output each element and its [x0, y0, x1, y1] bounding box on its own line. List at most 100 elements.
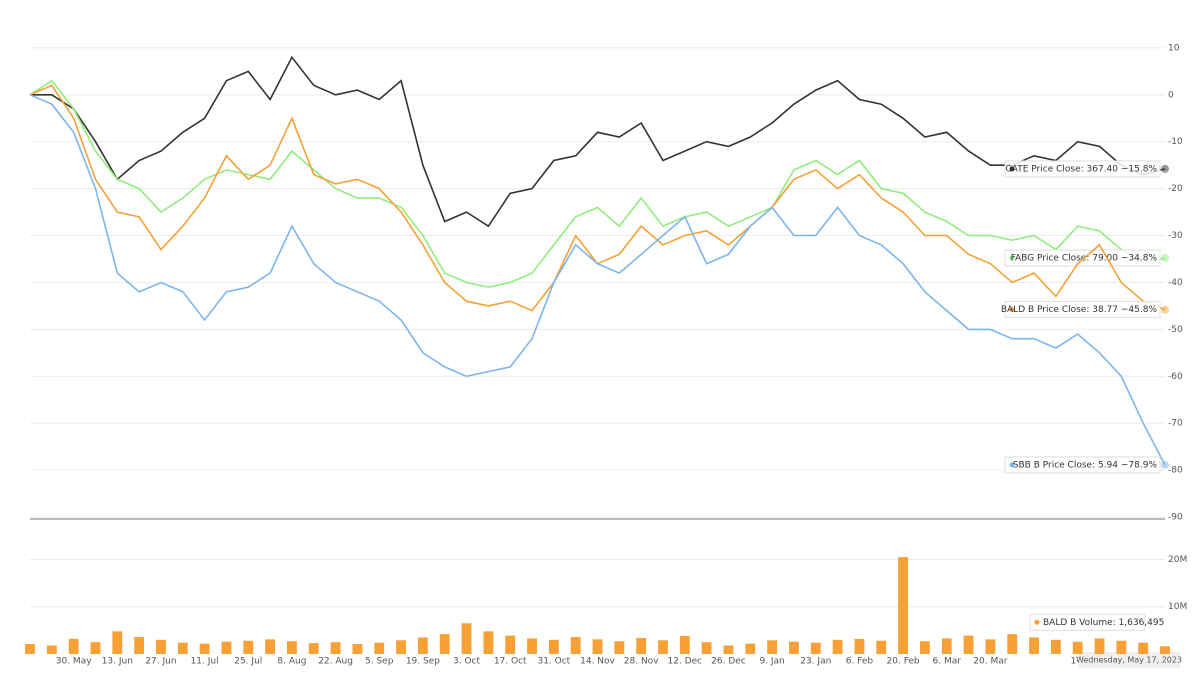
volume-bar — [90, 642, 101, 654]
x-tick-label: 20. Feb — [887, 657, 920, 667]
volume-bar — [199, 643, 210, 654]
tooltip-box — [1004, 160, 1161, 178]
y-tick-label: -40 — [1168, 278, 1183, 288]
volume-bar — [570, 636, 581, 654]
volume-bar — [963, 635, 974, 654]
x-tick-label: 11. Jul — [191, 657, 219, 667]
y-tick-label: -70 — [1168, 419, 1183, 429]
volume-bar — [1029, 637, 1039, 654]
volume-bar — [156, 639, 166, 654]
volume-bar — [112, 631, 123, 654]
volume-bar — [898, 557, 908, 654]
series-line — [29, 94, 1166, 466]
y-tick-label: -50 — [1168, 325, 1183, 335]
x-tick-label: 5. Sep — [365, 657, 394, 667]
volume-bar — [439, 634, 450, 654]
series-line — [29, 84, 1166, 312]
tooltip-text: CATE Price Close: 367.40 −15.8% — [1006, 164, 1158, 174]
end-marker — [1161, 254, 1169, 263]
volume-bar — [1050, 639, 1061, 654]
volume-bar — [658, 640, 668, 654]
x-tick-label: 19. Sep — [406, 657, 440, 667]
volume-bar — [221, 641, 232, 654]
y-tick-label: -30 — [1168, 231, 1183, 241]
volume-bar — [701, 642, 712, 654]
x-tick-label: 22. Aug — [318, 657, 353, 667]
crosshair-box — [1078, 652, 1180, 668]
volume-bar — [483, 631, 494, 654]
end-marker — [1161, 305, 1169, 314]
tooltip-dot — [1009, 166, 1015, 172]
x-tick-label: 26. Dec — [711, 657, 746, 667]
x-tick-label: 9. Jan — [759, 657, 784, 667]
y-tick-label: -80 — [1168, 466, 1183, 476]
x-tick-label: 23. Jan — [800, 657, 831, 667]
x-tick-label: 3. Oct — [453, 657, 480, 667]
volume-bar — [461, 623, 472, 654]
volume-bar — [941, 638, 952, 654]
volume-bar — [636, 637, 647, 654]
volume-bar — [330, 642, 341, 654]
volume-bar — [548, 639, 559, 654]
volume-bar — [592, 639, 603, 654]
volume-bar — [1072, 641, 1083, 654]
tooltip-dot — [1009, 307, 1015, 313]
x-tick-label: 30. May — [56, 657, 92, 667]
x-tick-label: 13. Jun — [102, 657, 133, 667]
volume-bar — [308, 643, 319, 654]
y-tick-label: -60 — [1168, 372, 1183, 382]
volume-bar — [810, 642, 821, 654]
volume-bar — [789, 641, 799, 654]
x-tick-label: 17. — [1071, 657, 1085, 667]
x-tick-label: 12. Dec — [668, 657, 703, 667]
volume-bar — [243, 640, 254, 654]
tooltip-text: SBB B Price Close: 5.94 −78.9% — [1013, 460, 1158, 470]
y-tick-label: 0 — [1168, 90, 1174, 100]
volume-bar — [614, 641, 625, 654]
volume-bar — [287, 641, 297, 654]
volume-bar — [745, 643, 756, 654]
y-tick-label: 10 — [1168, 43, 1180, 53]
volume-bar — [876, 640, 887, 654]
volume-bar — [527, 638, 537, 654]
volume-bar — [1138, 642, 1149, 654]
tooltip-dot — [1009, 255, 1015, 261]
y-tick-label: 10M — [1168, 602, 1187, 612]
y-tick-label: -90 — [1168, 513, 1183, 523]
volume-bar — [1094, 638, 1105, 654]
volume-bar — [177, 642, 188, 654]
volume-bar — [1160, 646, 1170, 654]
x-tick-label: 6. Feb — [846, 657, 874, 667]
series-line — [29, 79, 1166, 288]
volume-bar — [985, 639, 996, 654]
volume-bar — [25, 644, 35, 654]
volume-bar — [374, 642, 385, 654]
x-tick-label: 28. Nov — [624, 657, 659, 667]
x-tick-label: 8. Aug — [277, 657, 306, 667]
end-marker — [1161, 460, 1169, 469]
volume-bar — [832, 639, 843, 654]
volume-bar — [1116, 640, 1127, 654]
volume-bar — [919, 641, 930, 654]
volume-bar — [265, 639, 276, 654]
x-tick-label: 25. Jul — [234, 657, 262, 667]
tooltip-text: BALD B Price Close: 38.77 −45.8% — [1001, 305, 1158, 315]
x-tick-label: 31. Oct — [537, 657, 570, 667]
x-tick-label: 27. Jun — [145, 657, 176, 667]
volume-bar — [679, 636, 690, 654]
tooltip-box — [1004, 249, 1161, 267]
tooltip-text: BALD B Volume: 1,636,495 — [1043, 618, 1164, 628]
volume-bar — [417, 637, 428, 654]
tooltip-dot — [1034, 619, 1040, 625]
x-tick-label: 6. Mar — [933, 657, 962, 667]
y-tick-label: -20 — [1168, 184, 1183, 194]
volume-bar — [723, 645, 734, 654]
tooltip-box — [1029, 613, 1146, 631]
volume-bar — [68, 638, 79, 654]
tooltip-box — [1004, 456, 1161, 474]
tooltip-dot — [1009, 462, 1015, 468]
volume-bar — [767, 640, 778, 654]
y-tick-label: 20M — [1168, 555, 1187, 565]
x-tick-label: 14. Nov — [580, 657, 615, 667]
